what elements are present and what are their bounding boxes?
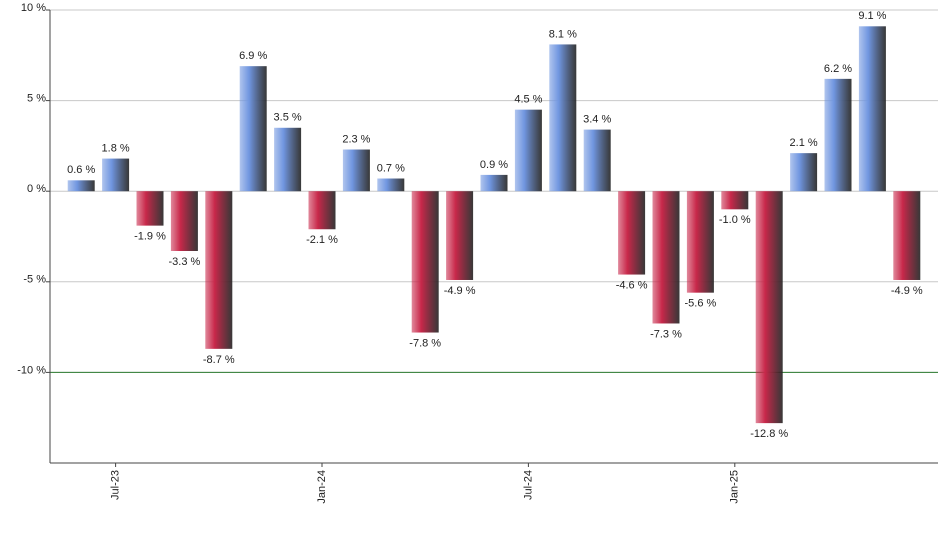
value-label: 2.3 % [342,133,370,145]
bar [583,129,611,192]
value-label: 1.8 % [102,142,130,154]
value-label: -4.9 % [444,285,476,297]
value-label: -8.7 % [203,354,235,366]
x-tick-label: Jul-23 [110,470,122,500]
bar [514,109,542,192]
value-label: -1.9 % [134,231,166,243]
value-label: 6.9 % [239,50,267,62]
bar [136,191,164,226]
bar [411,191,439,333]
value-label: -2.1 % [306,234,338,246]
bar [205,191,233,349]
y-tick-label: -5 % [23,274,46,286]
x-tick-label: Jan-25 [729,470,741,504]
x-tick-label: Jul-24 [522,470,534,500]
bar [480,174,508,192]
bar [755,191,783,424]
y-tick-label: 5 % [27,93,46,105]
value-label: -7.3 % [650,328,682,340]
bar [858,26,886,192]
y-tick-label: 0 % [27,183,46,195]
x-tick-label: Jan-24 [316,470,328,504]
bar [239,66,267,192]
bar [618,191,646,275]
bar [308,191,336,230]
bar [549,44,577,192]
value-label: 0.7 % [377,162,405,174]
value-label: 9.1 % [858,10,886,22]
bar [721,191,749,210]
value-label: -4.6 % [616,279,648,291]
bar [790,153,818,192]
value-label: 3.4 % [583,113,611,125]
bar [377,178,405,192]
bar [893,191,921,280]
bar [274,127,302,192]
value-label: -5.6 % [685,298,717,310]
value-label: 0.9 % [480,159,508,171]
bar [102,158,130,192]
value-label: -12.8 % [750,428,788,440]
value-label: 4.5 % [514,94,542,106]
y-tick-label: -10 % [17,364,46,376]
value-label: 3.5 % [274,112,302,124]
bar [446,191,474,280]
value-label: 8.1 % [549,28,577,40]
value-label: -4.9 % [891,285,923,297]
bar [652,191,680,324]
value-label: -7.8 % [409,337,441,349]
y-tick-label: 10 % [21,2,46,14]
bar [342,149,370,192]
value-label: 2.1 % [790,137,818,149]
bar [824,78,852,192]
value-label: 6.2 % [824,63,852,75]
bar [686,191,714,293]
bar [67,180,95,192]
bar [170,191,198,251]
value-label: 0.6 % [67,164,95,176]
value-label: -1.0 % [719,214,751,226]
value-label: -3.3 % [169,256,201,268]
